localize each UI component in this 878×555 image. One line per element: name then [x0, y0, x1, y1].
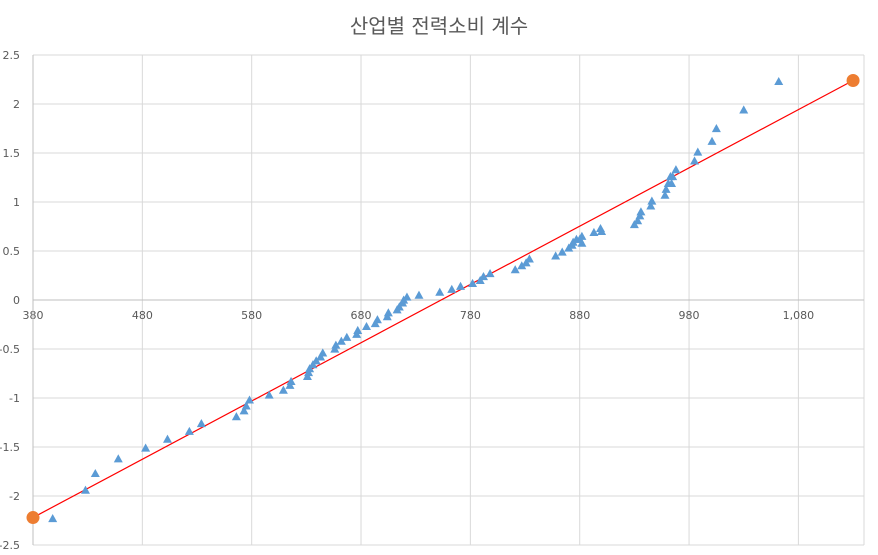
- data-point-triangle: [711, 124, 721, 133]
- data-point-triangle: [361, 321, 371, 331]
- data-point-triangle: [414, 290, 424, 299]
- data-point-triangle: [196, 418, 206, 428]
- data-point-triangle: [48, 514, 58, 523]
- data-point-triangle: [336, 336, 346, 345]
- data-point-triangle: [231, 412, 241, 421]
- data-point-triangle: [646, 201, 656, 210]
- y-tick-label: 1: [13, 196, 20, 209]
- y-tick-label: 2.5: [3, 49, 21, 62]
- data-point-triangle: [244, 395, 254, 404]
- x-tick-label: 1,080: [783, 309, 815, 322]
- data-point-triangle: [660, 190, 670, 199]
- y-tick-label: -2.5: [0, 539, 20, 552]
- data-point-triangle: [667, 178, 677, 187]
- x-tick-label: 780: [460, 309, 481, 322]
- data-point-triangle: [342, 332, 352, 341]
- x-tick-label: 580: [241, 309, 262, 322]
- data-point-triangle: [557, 247, 567, 256]
- x-tick-label: 980: [679, 309, 700, 322]
- data-point-triangle: [113, 454, 123, 463]
- y-tick-label: 1.5: [3, 147, 21, 160]
- data-point-triangle: [239, 406, 249, 415]
- data-point-triangle: [510, 265, 520, 274]
- data-point-triangle: [468, 278, 478, 287]
- line-endpoint-marker: [26, 511, 40, 525]
- data-point-triangle: [264, 390, 274, 399]
- data-point-triangle: [551, 251, 561, 260]
- reference-line: [32, 79, 854, 519]
- data-point-triangle: [668, 172, 678, 181]
- data-point-triangle: [524, 254, 534, 263]
- chart-title: 산업별 전력소비 계수: [349, 14, 529, 38]
- data-point-triangle: [575, 234, 585, 243]
- data-point-triangle: [447, 284, 457, 293]
- data-point-triangle: [517, 261, 527, 270]
- y-tick-label: -1.5: [0, 441, 20, 454]
- data-point-triangle: [707, 136, 717, 145]
- y-tick-label: 2: [13, 98, 20, 111]
- data-point-triangle: [241, 401, 251, 410]
- data-point-triangle: [402, 292, 412, 301]
- data-point-triangle: [485, 269, 495, 278]
- data-point-triangle: [589, 227, 599, 236]
- data-point-triangle: [141, 443, 151, 452]
- data-point-triangle: [647, 196, 657, 205]
- data-point-triangle: [278, 385, 288, 394]
- data-point-triangle: [162, 434, 172, 443]
- data-point-triangle: [633, 216, 643, 225]
- x-tick-label: 680: [351, 309, 372, 322]
- data-point-triangle: [636, 207, 646, 216]
- data-point-triangle: [456, 281, 466, 290]
- data-point-triangle: [661, 184, 671, 193]
- data-point-triangle: [383, 308, 393, 317]
- data-point-triangle: [318, 348, 328, 357]
- data-point-triangle: [184, 426, 194, 435]
- y-tick-label: 0.5: [3, 245, 21, 258]
- data-point-triangle: [372, 315, 382, 324]
- data-point-triangle: [597, 226, 607, 235]
- y-tick-label: -1: [9, 392, 20, 405]
- x-tick-label: 480: [132, 309, 153, 322]
- data-point-triangle: [478, 271, 488, 281]
- y-tick-label: -0.5: [0, 343, 20, 356]
- data-point-triangle: [774, 76, 784, 86]
- data-point-triangle: [671, 165, 681, 174]
- data-point-triangle: [435, 287, 445, 296]
- data-point-triangle: [693, 147, 703, 156]
- line-endpoint-marker: [846, 73, 860, 87]
- data-point-triangle: [90, 468, 100, 478]
- data-point-triangle: [80, 485, 90, 494]
- x-tick-label: 880: [569, 309, 590, 322]
- data-point-triangle: [331, 340, 341, 349]
- y-tick-label: -2: [9, 490, 20, 503]
- data-point-triangle: [353, 325, 363, 334]
- y-tick-label: 0: [13, 294, 20, 307]
- data-point-triangle: [739, 105, 749, 114]
- data-point-triangle: [286, 376, 296, 385]
- data-point-triangle: [690, 156, 700, 165]
